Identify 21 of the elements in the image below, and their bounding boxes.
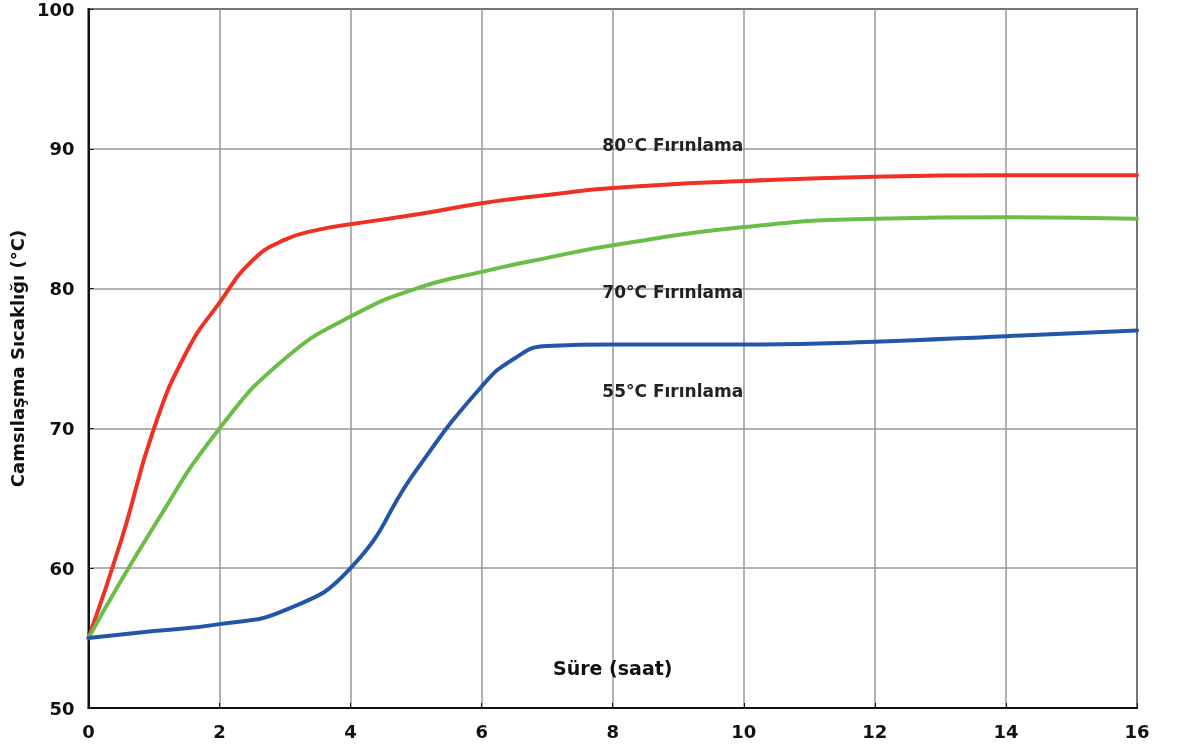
x-tick-label: 8 [606,720,619,742]
y-tick-label: 70 [49,417,75,439]
x-tick-label: 16 [1124,720,1150,742]
y-tick-label: 100 [36,0,75,20]
y-axis-title: Camsılaşma Sıcaklığı (°C) [6,229,28,488]
text: 70°C Fırınlama [602,281,744,302]
x-axis-title: Süre (saat) [552,656,673,679]
y-tick-label: 60 [49,557,75,579]
y-tick-label: 90 [49,138,75,160]
x-tick-label: 10 [731,720,757,742]
series-label: 80°C Fırınlama [602,135,744,156]
x-tick-label: 12 [862,720,888,742]
x-tick-label: 0 [82,720,95,742]
x-tick-label: 6 [475,720,488,742]
y-tick-label: 80 [49,278,75,300]
text: 55°C Fırınlama [602,381,744,402]
y-tick-label: 50 [49,697,75,719]
x-tick-label: 14 [993,720,1019,742]
x-tick-label: 4 [344,720,357,742]
line-series [86,328,1139,641]
x-tick-label: 2 [213,720,226,742]
